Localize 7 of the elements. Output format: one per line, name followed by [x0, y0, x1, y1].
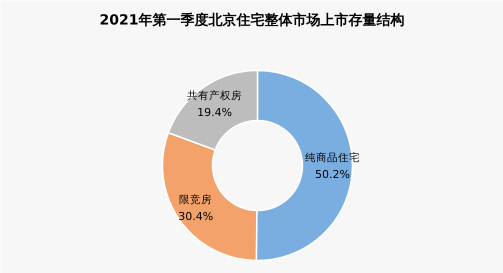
slice-label: 共有产权房	[187, 89, 242, 102]
slice-label: 纯商品住宅	[305, 150, 360, 164]
data-label: 50.2%	[315, 168, 350, 181]
chart-title: 2021年第一季度北京住宅整体市场上市存量结构	[100, 12, 404, 28]
slice-label: 限竞房	[179, 193, 212, 206]
data-label: 30.4%	[178, 210, 214, 224]
data-label: 19.4%	[197, 106, 232, 120]
